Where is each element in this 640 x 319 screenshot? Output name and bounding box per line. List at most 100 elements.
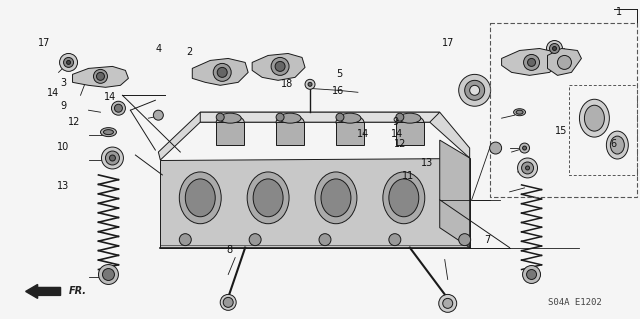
Circle shape bbox=[547, 41, 563, 56]
Circle shape bbox=[520, 143, 529, 153]
Circle shape bbox=[99, 264, 118, 285]
Ellipse shape bbox=[516, 110, 523, 114]
Text: 9: 9 bbox=[60, 101, 67, 111]
Ellipse shape bbox=[389, 179, 419, 217]
Ellipse shape bbox=[186, 179, 215, 217]
Text: 18: 18 bbox=[281, 79, 293, 89]
Circle shape bbox=[525, 166, 529, 170]
Polygon shape bbox=[72, 66, 129, 87]
Circle shape bbox=[102, 147, 124, 169]
Ellipse shape bbox=[220, 113, 241, 123]
Text: 7: 7 bbox=[484, 234, 490, 245]
Polygon shape bbox=[547, 48, 581, 75]
Text: 14: 14 bbox=[104, 92, 116, 102]
Circle shape bbox=[275, 62, 285, 71]
Circle shape bbox=[527, 58, 536, 66]
Circle shape bbox=[93, 70, 108, 83]
Circle shape bbox=[336, 113, 344, 121]
Circle shape bbox=[223, 297, 233, 307]
Ellipse shape bbox=[579, 99, 609, 137]
Circle shape bbox=[490, 142, 502, 154]
Ellipse shape bbox=[276, 115, 304, 129]
Ellipse shape bbox=[279, 113, 301, 123]
Circle shape bbox=[106, 151, 120, 165]
Polygon shape bbox=[276, 122, 304, 145]
Circle shape bbox=[443, 298, 452, 308]
Polygon shape bbox=[336, 122, 364, 145]
Circle shape bbox=[522, 146, 527, 150]
Text: 9: 9 bbox=[392, 117, 399, 127]
Text: S04A E1202: S04A E1202 bbox=[548, 298, 602, 307]
Text: 5: 5 bbox=[336, 69, 342, 79]
Circle shape bbox=[60, 54, 77, 71]
Ellipse shape bbox=[606, 131, 628, 159]
Circle shape bbox=[109, 155, 115, 161]
Text: 17: 17 bbox=[442, 38, 454, 48]
Ellipse shape bbox=[336, 115, 364, 129]
Ellipse shape bbox=[399, 113, 420, 123]
Ellipse shape bbox=[339, 113, 361, 123]
Circle shape bbox=[439, 294, 457, 312]
Text: 14: 14 bbox=[390, 129, 403, 139]
Polygon shape bbox=[158, 112, 470, 160]
Circle shape bbox=[459, 234, 470, 246]
Ellipse shape bbox=[321, 179, 351, 217]
Circle shape bbox=[518, 158, 538, 178]
Polygon shape bbox=[216, 122, 244, 145]
Polygon shape bbox=[396, 122, 424, 145]
Text: 13: 13 bbox=[421, 158, 433, 168]
Ellipse shape bbox=[104, 130, 113, 135]
Circle shape bbox=[308, 82, 312, 86]
Text: FR.: FR. bbox=[68, 286, 86, 296]
Text: 4: 4 bbox=[156, 44, 162, 54]
Ellipse shape bbox=[513, 109, 525, 116]
Circle shape bbox=[522, 162, 534, 174]
Circle shape bbox=[524, 55, 540, 70]
Circle shape bbox=[154, 110, 163, 120]
Circle shape bbox=[102, 269, 115, 280]
Text: 6: 6 bbox=[611, 139, 617, 149]
Circle shape bbox=[465, 80, 484, 100]
Ellipse shape bbox=[179, 172, 221, 224]
Polygon shape bbox=[192, 58, 248, 85]
Circle shape bbox=[319, 234, 331, 246]
Polygon shape bbox=[200, 112, 440, 122]
Ellipse shape bbox=[584, 105, 604, 131]
Ellipse shape bbox=[216, 115, 244, 129]
Circle shape bbox=[220, 294, 236, 310]
Polygon shape bbox=[440, 140, 470, 248]
Circle shape bbox=[550, 43, 559, 54]
Circle shape bbox=[389, 234, 401, 246]
Circle shape bbox=[249, 234, 261, 246]
FancyArrow shape bbox=[26, 285, 61, 298]
Text: 13: 13 bbox=[57, 181, 69, 190]
Circle shape bbox=[216, 113, 224, 121]
Text: 14: 14 bbox=[357, 129, 369, 139]
Circle shape bbox=[557, 56, 572, 70]
Circle shape bbox=[115, 104, 122, 112]
Circle shape bbox=[111, 101, 125, 115]
Text: 1: 1 bbox=[616, 7, 622, 17]
Text: 11: 11 bbox=[402, 171, 414, 181]
Text: 3: 3 bbox=[60, 78, 67, 88]
Circle shape bbox=[97, 72, 104, 80]
Ellipse shape bbox=[383, 172, 425, 224]
Ellipse shape bbox=[315, 172, 357, 224]
Text: 16: 16 bbox=[332, 86, 344, 96]
Text: 14: 14 bbox=[47, 88, 59, 98]
Text: 15: 15 bbox=[556, 126, 568, 136]
Ellipse shape bbox=[396, 115, 424, 129]
Text: 8: 8 bbox=[227, 245, 232, 255]
Circle shape bbox=[217, 67, 227, 78]
Circle shape bbox=[459, 74, 491, 106]
Circle shape bbox=[213, 63, 231, 81]
Circle shape bbox=[470, 85, 479, 95]
Text: 2: 2 bbox=[186, 47, 192, 57]
Text: 10: 10 bbox=[57, 142, 69, 152]
Circle shape bbox=[527, 270, 536, 279]
Text: 17: 17 bbox=[38, 38, 51, 48]
Text: 12: 12 bbox=[394, 139, 406, 149]
Polygon shape bbox=[252, 54, 305, 80]
Ellipse shape bbox=[247, 172, 289, 224]
Circle shape bbox=[396, 113, 404, 121]
